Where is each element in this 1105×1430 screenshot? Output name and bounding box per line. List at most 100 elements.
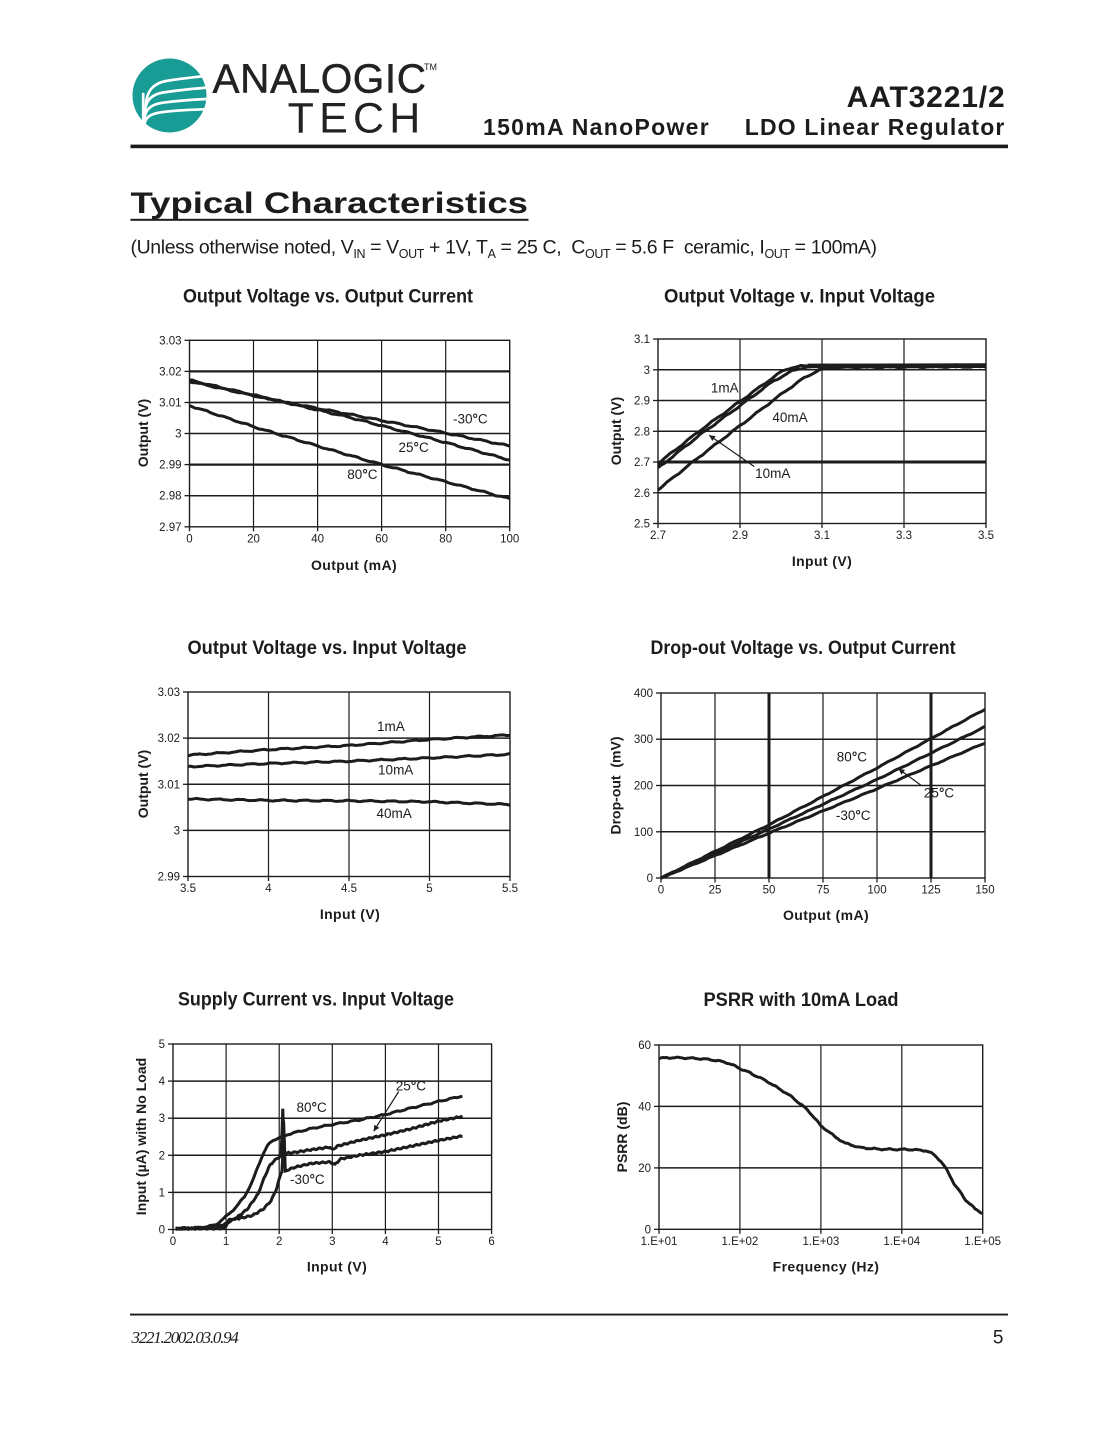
svg-text:75: 75 xyxy=(817,885,830,897)
svg-text:Drop-out Voltage vs. Output Cu: Drop-out Voltage vs. Output Current xyxy=(651,637,956,659)
svg-text:1: 1 xyxy=(223,1236,229,1248)
svg-text:-30°C: -30°C xyxy=(453,412,488,427)
svg-text:1mA: 1mA xyxy=(377,719,405,734)
svg-text:40: 40 xyxy=(311,533,324,545)
svg-text:Output (mA): Output (mA) xyxy=(311,557,397,573)
svg-text:ANALOGIC: ANALOGIC xyxy=(213,56,427,102)
svg-text:TM: TM xyxy=(424,62,437,72)
svg-text:100: 100 xyxy=(867,885,886,897)
svg-text:Output (mA): Output (mA) xyxy=(783,907,869,923)
svg-text:TECH: TECH xyxy=(288,95,426,143)
svg-text:1mA: 1mA xyxy=(711,381,739,396)
svg-text:3: 3 xyxy=(644,365,650,377)
svg-text:3.01: 3.01 xyxy=(159,398,181,410)
svg-text:25°C: 25°C xyxy=(399,440,429,455)
svg-text:25°C: 25°C xyxy=(396,1078,426,1093)
svg-text:2.5: 2.5 xyxy=(634,519,650,531)
svg-text:1.E+03: 1.E+03 xyxy=(803,1236,840,1248)
svg-text:Drop-out (mV): Drop-out (mV) xyxy=(608,737,624,835)
svg-text:3221.2002.03.0.94: 3221.2002.03.0.94 xyxy=(131,1328,240,1347)
svg-text:6: 6 xyxy=(488,1236,494,1248)
svg-text:2: 2 xyxy=(276,1236,282,1248)
svg-text:4.5: 4.5 xyxy=(341,883,357,895)
svg-text:4: 4 xyxy=(265,883,272,895)
svg-text:40: 40 xyxy=(638,1101,651,1113)
svg-text:PSRR (dB): PSRR (dB) xyxy=(614,1102,630,1173)
svg-text:2.8: 2.8 xyxy=(634,426,650,438)
svg-text:3: 3 xyxy=(174,825,180,837)
svg-text:3.01: 3.01 xyxy=(158,779,180,791)
svg-text:3.3: 3.3 xyxy=(896,530,912,542)
svg-text:2.99: 2.99 xyxy=(159,460,181,472)
svg-text:Output Voltage v. Input Voltag: Output Voltage v. Input Voltage xyxy=(664,286,935,308)
svg-text:150mA NanoPower: 150mA NanoPower xyxy=(483,114,710,140)
svg-text:200: 200 xyxy=(634,781,653,793)
svg-text:5: 5 xyxy=(426,883,432,895)
svg-text:PSRR with 10mA Load: PSRR with 10mA Load xyxy=(704,989,899,1011)
svg-text:5.5: 5.5 xyxy=(502,883,518,895)
svg-text:20: 20 xyxy=(247,533,260,545)
svg-text:0: 0 xyxy=(159,1225,165,1237)
svg-text:100: 100 xyxy=(500,533,519,545)
svg-text:1.E+04: 1.E+04 xyxy=(883,1236,920,1248)
svg-text:10mA: 10mA xyxy=(378,762,413,777)
svg-text:80°C: 80°C xyxy=(347,467,377,482)
svg-text:Frequency (Hz): Frequency (Hz) xyxy=(773,1259,880,1275)
svg-text:Output (V): Output (V) xyxy=(135,399,151,467)
svg-text:2.7: 2.7 xyxy=(650,530,666,542)
svg-text:400: 400 xyxy=(634,688,653,700)
svg-text:3.02: 3.02 xyxy=(159,366,181,378)
svg-text:25: 25 xyxy=(709,885,722,897)
svg-text:1.E+05: 1.E+05 xyxy=(964,1236,1001,1248)
svg-text:40mA: 40mA xyxy=(376,806,411,821)
svg-text:3.5: 3.5 xyxy=(180,883,196,895)
svg-text:2.97: 2.97 xyxy=(159,522,181,534)
svg-text:3.03: 3.03 xyxy=(158,687,180,699)
svg-text:2.9: 2.9 xyxy=(634,396,650,408)
svg-text:1: 1 xyxy=(159,1187,165,1199)
svg-text:2.98: 2.98 xyxy=(159,491,181,503)
svg-text:2.9: 2.9 xyxy=(732,530,748,542)
svg-text:Supply Current vs. Input Volta: Supply Current vs. Input Voltage xyxy=(178,989,454,1011)
svg-text:0: 0 xyxy=(186,533,192,545)
svg-text:50: 50 xyxy=(763,885,776,897)
svg-text:0: 0 xyxy=(658,885,664,897)
svg-text:25°C: 25°C xyxy=(924,786,954,801)
svg-text:2: 2 xyxy=(159,1150,165,1162)
svg-text:0: 0 xyxy=(645,1224,651,1236)
svg-text:5: 5 xyxy=(435,1236,441,1248)
svg-text:100: 100 xyxy=(634,827,653,839)
svg-text:60: 60 xyxy=(638,1040,651,1052)
svg-text:AAT3221/2: AAT3221/2 xyxy=(847,81,1006,114)
svg-text:Output (V): Output (V) xyxy=(608,397,624,465)
svg-text:3: 3 xyxy=(175,429,181,441)
svg-text:125: 125 xyxy=(921,885,940,897)
svg-text:Output Voltage vs. Output Curr: Output Voltage vs. Output Current xyxy=(183,286,473,308)
svg-text:4: 4 xyxy=(159,1076,166,1088)
svg-text:3.5: 3.5 xyxy=(978,530,994,542)
svg-text:150: 150 xyxy=(975,885,994,897)
svg-text:Input (V): Input (V) xyxy=(792,553,852,569)
svg-text:80°C: 80°C xyxy=(837,750,867,765)
svg-text:300: 300 xyxy=(634,734,653,746)
svg-text:(Unless otherwise noted, VIN =: (Unless otherwise noted, VIN = VOUT + 1V… xyxy=(131,237,877,262)
svg-text:60: 60 xyxy=(375,533,388,545)
svg-text:0: 0 xyxy=(647,873,653,885)
svg-text:-30°C: -30°C xyxy=(290,1172,325,1187)
svg-text:2.7: 2.7 xyxy=(634,457,650,469)
svg-text:3: 3 xyxy=(329,1236,335,1248)
svg-text:5: 5 xyxy=(993,1328,1004,1349)
svg-text:2.6: 2.6 xyxy=(634,488,650,500)
svg-text:3.1: 3.1 xyxy=(634,334,650,346)
svg-text:Input (V): Input (V) xyxy=(307,1259,367,1275)
svg-text:Input (µA) with No Load: Input (µA) with No Load xyxy=(133,1058,149,1215)
svg-text:2.99: 2.99 xyxy=(158,872,180,884)
svg-text:Input (V): Input (V) xyxy=(320,906,380,922)
svg-text:Typical Characteristics: Typical Characteristics xyxy=(131,187,529,220)
svg-text:3.03: 3.03 xyxy=(159,335,181,347)
svg-text:10mA: 10mA xyxy=(755,466,790,481)
svg-text:0: 0 xyxy=(170,1236,176,1248)
svg-text:1.E+02: 1.E+02 xyxy=(722,1236,759,1248)
svg-text:3.1: 3.1 xyxy=(814,530,830,542)
svg-text:LDO Linear Regulator: LDO Linear Regulator xyxy=(745,114,1006,140)
